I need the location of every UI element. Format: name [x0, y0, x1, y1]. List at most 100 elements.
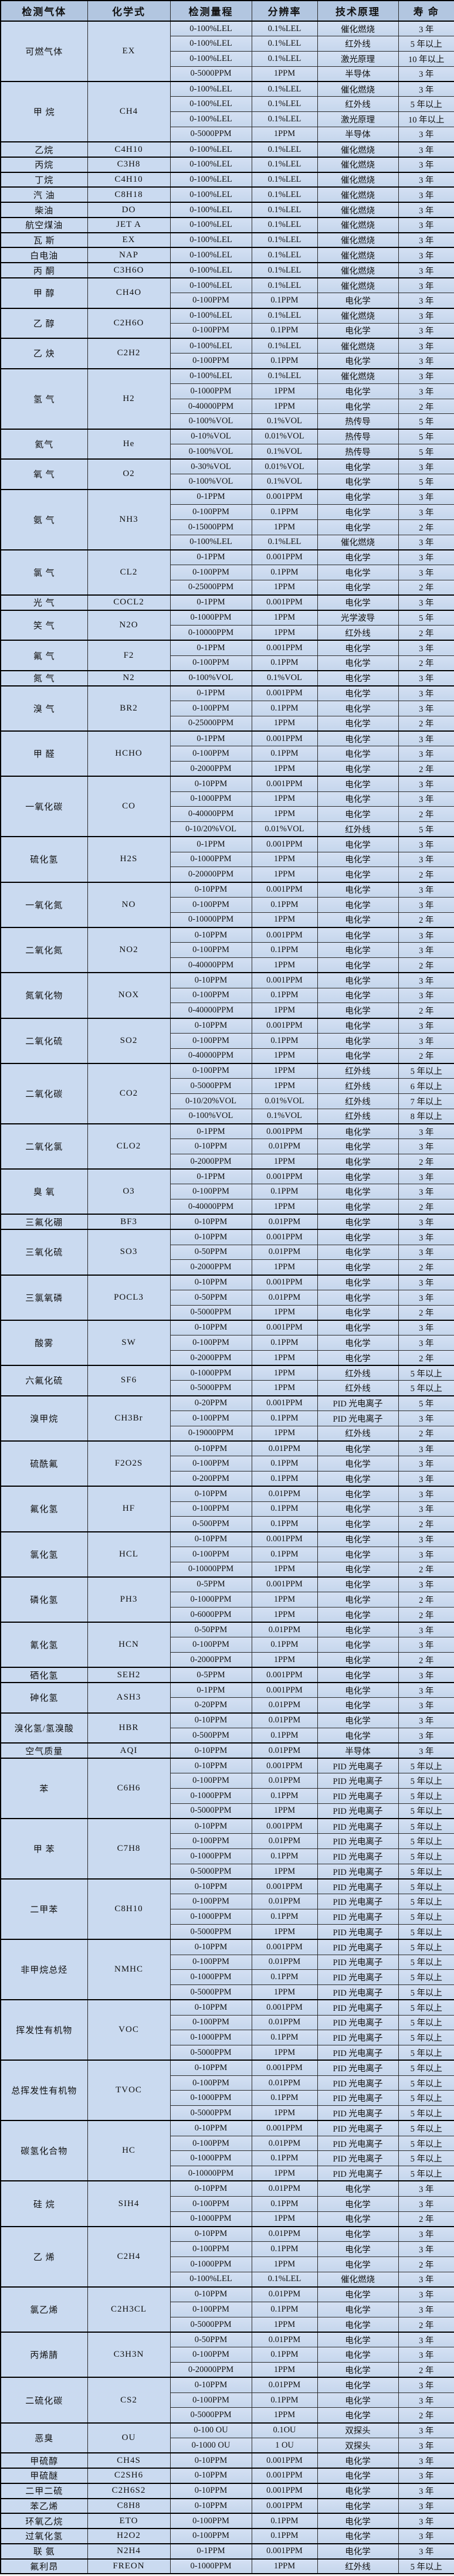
- resolution-cell: 0.1%LEL: [251, 21, 318, 37]
- table-row: 0-20PPM 0.01PPM 电化学 3 年: [1, 1697, 454, 1714]
- range-cell: 0-5000PPM: [170, 1078, 252, 1094]
- range-cell: 0-100%LEL: [170, 216, 252, 233]
- formula-cell: HCL: [87, 1531, 171, 1578]
- table-row: 丙烷 C3H8 0-100%LEL 0.1%LEL 催化燃烧 3 年: [0, 156, 454, 173]
- range-cell: 0-100PPM: [170, 1546, 252, 1562]
- lifespan-cell: 5 年: [398, 609, 454, 626]
- range-cell: 0-10PPM: [170, 1486, 252, 1502]
- formula-cell: NO2: [87, 926, 171, 973]
- gas-name-cell: 光 气: [0, 594, 88, 611]
- lifespan-cell: 5 年以上: [398, 1954, 454, 1970]
- principle-cell: 电化学: [317, 1350, 399, 1366]
- principle-cell: PID 光电离子: [317, 1758, 399, 1774]
- principle-cell: 电化学: [317, 791, 399, 807]
- lifespan-cell: 3 年: [398, 594, 454, 611]
- formula-cell: CH4: [87, 81, 171, 142]
- resolution-cell: 0.1PPM: [251, 1410, 318, 1426]
- lifespan-cell: 2 年: [398, 761, 454, 777]
- formula-cell: NO: [87, 881, 171, 928]
- resolution-cell: 0.01%VOL: [251, 428, 318, 444]
- gas-name-cell: 乙 炔: [0, 338, 88, 369]
- table-row: 0-1000PPM 0.1PPM PID 光电离子 5 年以上: [1, 2090, 454, 2106]
- lifespan-cell: 3 年: [398, 1168, 454, 1185]
- range-cell: 0-10PPM: [170, 2497, 252, 2514]
- column-header-lifespan: 寿 命: [398, 0, 454, 22]
- range-cell: 0-100%LEL: [170, 81, 252, 97]
- principle-cell: PID 光电离子: [317, 1803, 399, 1819]
- range-cell: 0-100PPM: [170, 987, 252, 1004]
- table-row: 0-40000PPM 1PPM 电化学 2 年: [1, 1199, 454, 1215]
- range-cell: 0-100%LEL: [170, 232, 252, 248]
- range-cell: 0-1PPM: [170, 2543, 252, 2560]
- range-cell: 0-100PPM: [170, 896, 252, 913]
- table-row: 0-1000PPM 0.1PPM PID 光电离子 5 年以上: [1, 2150, 454, 2167]
- range-cell: 0-10000PPM: [170, 912, 252, 928]
- range-cell: 0-100%LEL: [170, 368, 252, 384]
- principle-cell: 电化学: [317, 293, 399, 309]
- formula-cell: NMHC: [87, 1939, 171, 2000]
- gas-name-cell: 一氧化碳: [0, 776, 88, 837]
- resolution-cell: 0.001PPM: [251, 1319, 318, 1336]
- table-row: 0-1000PPM 0.1PPM PID 光电离子 5 年以上: [1, 1969, 454, 1986]
- lifespan-cell: 5 年以上: [398, 2045, 454, 2061]
- column-header-resolution: 分辨率: [251, 0, 318, 22]
- principle-cell: 红外线: [317, 96, 399, 113]
- formula-cell: CS2: [87, 2377, 171, 2424]
- resolution-cell: 0.001PPM: [251, 836, 318, 852]
- lifespan-cell: 3 年: [398, 1184, 454, 1200]
- range-cell: 0-10PPM: [170, 1017, 252, 1034]
- principle-cell: PID 光电离子: [317, 2030, 399, 2046]
- gas-name-cell: 挥发性有机物: [0, 1999, 88, 2061]
- table-row: 0-1000PPM 1PPM 电化学 2 年: [1, 2256, 454, 2272]
- principle-cell: PID 光电离子: [317, 2120, 399, 2136]
- lifespan-cell: 3 年: [398, 746, 454, 762]
- lifespan-cell: 2 年: [398, 1652, 454, 1668]
- resolution-cell: 0.01PPM: [251, 1486, 318, 1502]
- lifespan-cell: 3 年: [398, 2452, 454, 2469]
- resolution-cell: 1PPM: [251, 1350, 318, 1366]
- lifespan-cell: 5 年以上: [398, 2558, 454, 2574]
- table-row: 0-100PPM 0.01PPM PID 光电离子 5 年以上: [1, 2014, 454, 2031]
- formula-cell: NOX: [87, 972, 171, 1019]
- resolution-cell: 1PPM: [251, 2316, 318, 2333]
- gas-name-cell: 氧 气: [0, 458, 88, 490]
- table-row: 0-1000PPM 0.1PPM PID 光电离子 5 年以上: [1, 1909, 454, 1925]
- range-cell: 0-1000 OU: [170, 2438, 252, 2453]
- gas-name-cell: 溴甲烷: [0, 1395, 88, 1442]
- formula-cell: HCHO: [87, 730, 171, 777]
- gas-name-cell: 六氟化硫: [0, 1365, 88, 1396]
- table-row: 0-100PPM 0.1PPM 电化学 3 年: [1, 1456, 454, 1471]
- resolution-cell: 0.1PPM: [251, 1184, 318, 1200]
- resolution-cell: 0.01PPM: [251, 1712, 318, 1729]
- table-row: 0-100PPM 0.1PPM 电化学 3 年: [1, 322, 454, 339]
- range-cell: 0-5000PPM: [170, 2407, 252, 2424]
- gas-name-cell: 甲 烷: [0, 81, 88, 142]
- lifespan-cell: 3 年: [398, 1531, 454, 1547]
- gas-name-cell: 乙 烯: [0, 2225, 88, 2288]
- range-cell: 0-100PPM: [170, 2014, 252, 2031]
- range-cell: 0-40000PPM: [170, 1048, 252, 1064]
- resolution-cell: 0.001PPM: [251, 2543, 318, 2560]
- resolution-cell: 1PPM: [251, 1078, 318, 1094]
- range-cell: 0-1PPM: [170, 594, 252, 611]
- range-cell: 0-1PPM: [170, 685, 252, 701]
- gas-name-cell: 二氧化氯: [0, 1123, 88, 1170]
- principle-cell: 红外线: [317, 1380, 399, 1396]
- resolution-cell: 1PPM: [251, 1365, 318, 1381]
- principle-cell: 电化学: [317, 1622, 399, 1638]
- table-row: 二硫化碳 CS2 0-10PPM 0.01PPM 电化学 3 年: [0, 2377, 454, 2424]
- formula-cell: CH3Br: [87, 1395, 171, 1442]
- table-row: 0-100PPM 0.1PPM 电化学 3 年: [1, 504, 454, 520]
- lifespan-cell: 10 年以上: [398, 111, 454, 127]
- principle-cell: 电化学: [317, 776, 399, 792]
- resolution-cell: 0.1%LEL: [251, 247, 318, 263]
- lifespan-cell: 2 年: [398, 2407, 454, 2424]
- gas-name-cell: 三氯氧磷: [0, 1274, 88, 1321]
- range-cell: 0-10PPM: [170, 1758, 252, 1774]
- lifespan-cell: 5 年以上: [398, 2135, 454, 2152]
- resolution-cell: 1PPM: [251, 383, 318, 399]
- lifespan-cell: 5 年以上: [398, 2120, 454, 2136]
- resolution-cell: 0.1%LEL: [251, 262, 318, 278]
- range-cell: 0-40000PPM: [170, 806, 252, 823]
- table-row: 空气质量 AQI 0-10PPM 0.01PPM 半导体 3 年: [0, 1742, 454, 1759]
